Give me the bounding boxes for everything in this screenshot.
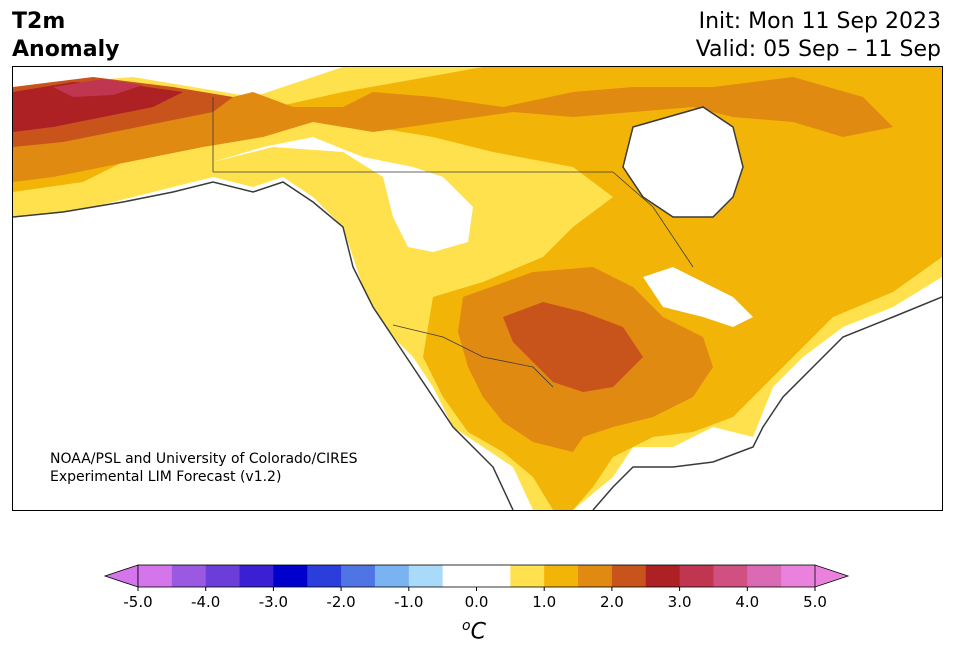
colorbar-tick-label: 4.0 (735, 593, 759, 611)
colorbar-bin (645, 565, 681, 587)
great-lakes (643, 267, 753, 327)
colorbar-svg: -5.0 -4.0 -3.0 -2.0 -1.0 0.0 1.0 2.0 3.0 4.0 5.0 (103, 564, 850, 611)
colorbar-bin (341, 565, 376, 587)
us-mexico-border (392, 324, 554, 388)
colorbar-tick-label: 2.0 (600, 593, 624, 611)
anomaly-map: NOAA/PSL and University of Colorado/CIRE… (12, 66, 943, 511)
colorbar-bin (138, 565, 173, 587)
atlantic-ocean (593, 297, 942, 510)
coastline-east (592, 296, 942, 510)
colorbar-bin (307, 565, 342, 587)
hudson-coast (622, 106, 744, 218)
colorbar-bin (544, 565, 579, 587)
hudson-bay (623, 107, 743, 217)
init-date: Init: Mon 11 Sep 2023 (698, 9, 941, 34)
colorbar-tick-label: -4.0 (191, 593, 220, 611)
colorbar-tick-label: -2.0 (326, 593, 355, 611)
colorbar-bin (273, 565, 308, 587)
colorbar-bin (239, 565, 274, 587)
colorbar-bin (442, 565, 477, 587)
anomaly-region-2.5 (13, 82, 183, 132)
units-degree: o (462, 618, 471, 634)
colorbar-tick-label: -1.0 (394, 593, 423, 611)
anomaly-region-1.5 (13, 77, 893, 182)
map-canvas (13, 67, 942, 510)
colorbar-tick-label: 5.0 (803, 593, 827, 611)
colorbar-bin (476, 565, 511, 587)
forecast-dates: Init: Mon 11 Sep 2023 Valid: 05 Sep – 11… (696, 8, 941, 64)
colorbar-bin (171, 565, 207, 587)
anomaly-region-0.0-west (213, 137, 473, 252)
colorbar-tick-label: -5.0 (123, 593, 152, 611)
colorbar-bin (781, 565, 816, 587)
us-canada-border (213, 171, 694, 268)
map-title: T2m Anomaly (12, 8, 119, 64)
colorbar-bin (713, 565, 748, 587)
credit-line-1: NOAA/PSL and University of Colorado/CIRE… (50, 451, 358, 467)
units-letter: C (470, 619, 486, 645)
colorbar-bin (578, 565, 613, 587)
colorbar-extend-high (814, 564, 850, 588)
units-label: oC (462, 618, 486, 644)
credit-line-2: Experimental LIM Forecast (v1.2) (50, 469, 282, 485)
coastline (13, 181, 514, 510)
colorbar-tick-label: -3.0 (259, 593, 288, 611)
valid-range: Valid: 05 Sep – 11 Sep (695, 37, 941, 62)
colorbar-bin (374, 565, 410, 587)
colorbar-tick-label: 3.0 (668, 593, 692, 611)
pacific-ocean (13, 182, 513, 510)
colorbar-tick-label: 0.0 (465, 593, 489, 611)
colorbar-bin (205, 565, 241, 587)
colorbar-bin (747, 565, 782, 587)
anomaly-region-2.0 (503, 302, 643, 392)
anomaly-region-3.0 (53, 79, 143, 97)
colorbar: -5.0 -4.0 -3.0 -2.0 -1.0 0.0 1.0 2.0 3.0 4.0 5.0 (0, 560, 953, 624)
colorbar-bin (679, 565, 714, 587)
title-line-2: Anomaly (12, 37, 120, 62)
colorbar-extend-low (103, 564, 139, 588)
colorbar-bin (611, 565, 647, 587)
colorbar-bin (408, 565, 444, 587)
colorbar-tick-label: 1.0 (532, 593, 556, 611)
title-line-1: T2m (12, 9, 66, 34)
credit-text: NOAA/PSL and University of Colorado/CIRE… (50, 450, 358, 486)
colorbar-bin (510, 565, 545, 587)
